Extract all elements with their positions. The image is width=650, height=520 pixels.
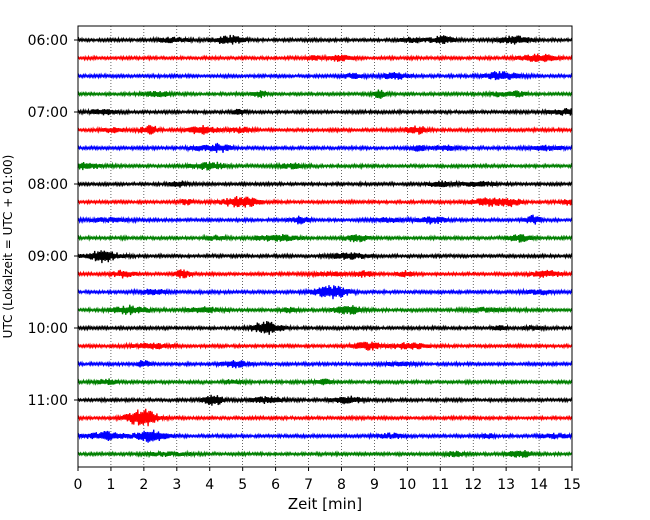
- trace-line: [77, 321, 573, 335]
- y-axis-label: UTC (Lokalzeit = UTC + 01:00): [1, 155, 15, 339]
- trace-line: [77, 107, 573, 116]
- y-axis-ticks: 06:00 07:00 08:00 09:00 10:00 11:00: [28, 33, 78, 409]
- trace-line: [77, 34, 573, 45]
- x-tick-label: 13: [497, 477, 515, 493]
- trace-line: [77, 449, 573, 459]
- x-axis-ticks: 0 1 2 3 4 5 6 7 8 9 10 11 12 13 14 15: [74, 467, 581, 493]
- y-tick-label: 09:00: [28, 249, 68, 265]
- y-tick-label: 11:00: [28, 393, 68, 409]
- trace-line: [77, 195, 573, 208]
- trace-line: [77, 179, 573, 189]
- trace-line: [77, 408, 573, 427]
- y-tick-label: 10:00: [28, 321, 68, 337]
- x-tick-label: 6: [271, 477, 280, 493]
- trace-line: [77, 161, 573, 171]
- plot-frame: [77, 25, 573, 468]
- x-tick-label: 14: [530, 477, 548, 493]
- trace-line: [77, 124, 573, 135]
- x-tick-label: 8: [337, 477, 346, 493]
- x-tick-label: 10: [398, 477, 416, 493]
- x-tick-label: 9: [370, 477, 379, 493]
- trace-line: [77, 341, 573, 351]
- y-tick-label: 07:00: [28, 105, 68, 121]
- x-tick-label: 3: [172, 477, 181, 493]
- seismic-traces: [77, 34, 573, 459]
- x-tick-label: 11: [431, 477, 449, 493]
- trace-line: [77, 53, 573, 63]
- trace-line: [77, 71, 573, 81]
- trace-line: [77, 377, 573, 387]
- trace-line: [77, 250, 573, 264]
- trace-line: [77, 285, 573, 300]
- x-axis-label: Zeit [min]: [288, 495, 362, 513]
- trace-line: [77, 142, 573, 153]
- x-tick-label: 15: [563, 477, 581, 493]
- x-tick-label: 5: [238, 477, 247, 493]
- x-tick-label: 2: [139, 477, 148, 493]
- trace-line: [77, 233, 573, 243]
- trace-line: [77, 214, 573, 225]
- x-tick-label: 4: [205, 477, 214, 493]
- trace-line: [77, 359, 573, 369]
- y-tick-label: 08:00: [28, 177, 68, 193]
- x-tick-label: 0: [74, 477, 83, 493]
- x-tick-label: 1: [106, 477, 115, 493]
- x-tick-label: 12: [464, 477, 482, 493]
- trace-line: [77, 269, 573, 279]
- trace-line: [77, 394, 573, 406]
- trace-line: [77, 429, 573, 443]
- trace-line: [77, 89, 573, 99]
- y-tick-label: 06:00: [28, 33, 68, 49]
- x-tick-label: 7: [304, 477, 313, 493]
- trace-line: [77, 304, 573, 316]
